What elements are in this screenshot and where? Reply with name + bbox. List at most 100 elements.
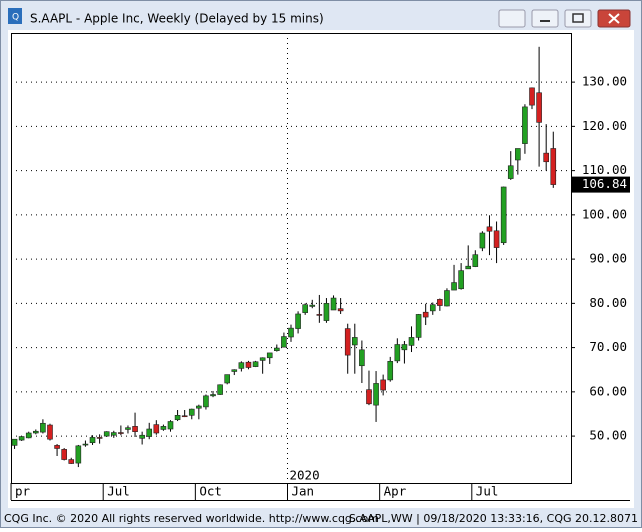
- candle-body: [103, 431, 110, 437]
- link-button[interactable]: [498, 9, 526, 28]
- app-icon: [8, 8, 22, 24]
- candle-body: [394, 344, 401, 362]
- y-tick-label: 130.00: [582, 74, 627, 89]
- candle-body: [486, 226, 493, 232]
- candle-body: [472, 254, 479, 267]
- candle-body: [259, 357, 266, 361]
- candle-body: [429, 304, 436, 312]
- chart: 50.00 60.00 70.00 80.00 90.00 100.00 110.00 120…: [10, 33, 630, 500]
- candle-body: [110, 432, 117, 436]
- candle-body: [266, 352, 273, 359]
- last-price-box: [571, 176, 630, 193]
- candle-body: [274, 347, 280, 351]
- candle-body: [203, 395, 209, 408]
- candle-body: [366, 389, 372, 405]
- candle-body: [196, 405, 202, 409]
- candle-body: [174, 415, 181, 421]
- candle-body: [479, 232, 486, 249]
- candle-body: [61, 449, 67, 460]
- y-tick-label: 60.00: [589, 383, 627, 398]
- candle-body: [458, 270, 464, 290]
- candle-body: [96, 437, 103, 439]
- y-tick-label: 100.00: [582, 206, 627, 221]
- candle-body: [415, 314, 422, 338]
- window-buttons: [498, 9, 631, 28]
- candle-body: [167, 421, 174, 430]
- candle-body: [493, 230, 500, 248]
- x-tick-label: Apr: [384, 484, 407, 499]
- candle-body: [181, 415, 188, 418]
- candle-body: [125, 427, 131, 430]
- candle-body: [245, 361, 252, 368]
- app-icon-glyph: Q: [12, 13, 19, 23]
- candle-body: [543, 152, 549, 163]
- candle-body: [465, 265, 472, 270]
- candle-body: [337, 308, 344, 312]
- plot-frame: [11, 33, 572, 484]
- candle-body: [89, 437, 96, 444]
- candle-body: [550, 148, 557, 185]
- x-tick-label: Oct: [199, 484, 222, 499]
- candle-body: [139, 434, 145, 439]
- candle-body: [380, 379, 386, 391]
- candle-body: [302, 304, 308, 313]
- candle-body: [281, 336, 287, 348]
- candle-body: [437, 299, 443, 306]
- candle-body: [522, 106, 528, 144]
- last-price-label: 106.84: [582, 176, 627, 191]
- candle-body: [33, 430, 39, 434]
- candle-body: [500, 186, 507, 244]
- candle-body: [422, 311, 429, 318]
- candle-body: [529, 87, 535, 106]
- year-label: 2020: [290, 468, 320, 483]
- candle-body: [295, 313, 301, 329]
- candle-body: [47, 424, 53, 440]
- candle-body: [536, 92, 542, 123]
- candle-body: [75, 445, 82, 464]
- x-tick-label: Jan: [292, 484, 315, 499]
- x-tick-label: Jul: [476, 484, 499, 499]
- y-tick-label: 50.00: [589, 428, 627, 443]
- candle-body: [288, 327, 294, 338]
- candle-body: [330, 297, 337, 311]
- y-tick-label: 120.00: [582, 118, 627, 133]
- candle-body: [344, 328, 351, 356]
- candle-body: [316, 314, 323, 316]
- window-title: S.AAPL - Apple Inc, Weekly (Delayed by 1…: [30, 12, 324, 26]
- candle-body: [160, 426, 167, 430]
- maximize-glyph: [572, 13, 584, 23]
- candle-body: [82, 443, 89, 446]
- maximize-button[interactable]: [564, 9, 592, 28]
- candle-body: [54, 445, 60, 449]
- minimize-button[interactable]: [531, 9, 559, 28]
- candle-body: [252, 361, 259, 367]
- candle-body: [188, 408, 195, 416]
- candle-body: [351, 337, 358, 346]
- y-tick-label: 80.00: [589, 295, 627, 310]
- candle-body: [323, 303, 330, 321]
- candle-body: [373, 383, 379, 406]
- candle-body: [387, 361, 394, 381]
- candle-body: [401, 344, 408, 351]
- candle-body: [18, 436, 25, 441]
- candle-body: [40, 422, 46, 433]
- candle-body: [132, 426, 138, 432]
- x-tick-label: Jul: [107, 484, 130, 499]
- candle-body: [153, 424, 160, 434]
- candle-body: [408, 337, 415, 346]
- footer-left: CQG Inc. © 2020 All rights reserved worl…: [4, 512, 379, 525]
- y-tick-label: 70.00: [589, 339, 627, 354]
- candle-body: [451, 282, 457, 291]
- candle-body: [238, 362, 245, 369]
- candle-body: [507, 165, 514, 179]
- candle-body: [444, 290, 450, 307]
- candle-body: [25, 432, 32, 439]
- y-tick-label: 110.00: [582, 162, 627, 177]
- candle-body: [359, 349, 365, 367]
- candle-body: [11, 438, 18, 446]
- footer-right: S.AAPL,WW | 09/18/2020 13:33:16, CQG 20.…: [349, 512, 638, 525]
- candle-body: [68, 459, 75, 464]
- candle-body: [231, 369, 238, 372]
